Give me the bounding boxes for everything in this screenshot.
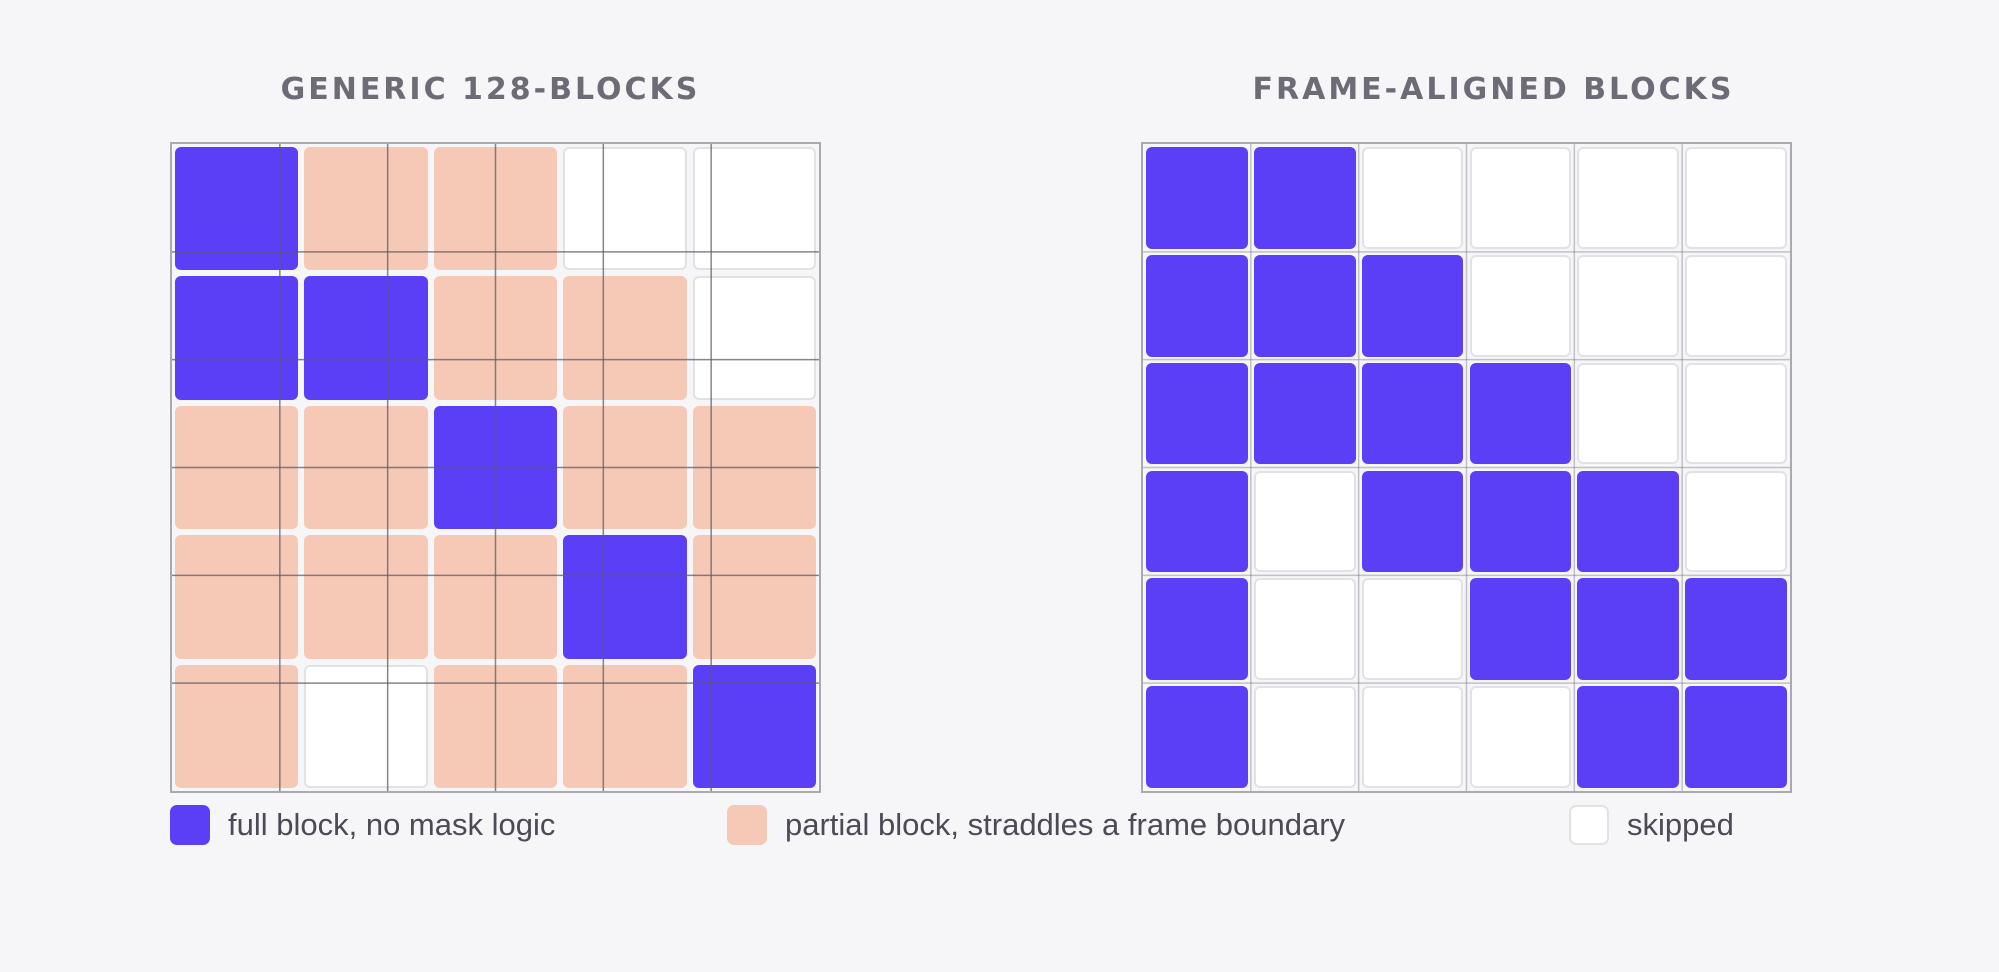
block-full [1146, 254, 1248, 357]
block-partial [563, 405, 687, 530]
block-full [1685, 578, 1787, 681]
block-grid-frame-aligned [1141, 142, 1792, 793]
block-partial [304, 405, 428, 530]
block-skipped [563, 147, 687, 271]
block-partial [433, 276, 558, 400]
legend-item-partial: partial block, straddles a frame boundar… [727, 803, 1345, 847]
block-partial [175, 535, 299, 659]
block-skipped [1685, 254, 1787, 357]
cells-generic [172, 144, 819, 791]
block-skipped [1469, 147, 1572, 249]
block-full [1253, 362, 1356, 465]
block-partial [692, 405, 816, 530]
block-full [175, 147, 299, 271]
block-partial [563, 276, 687, 400]
legend-swatch-skipped [1569, 805, 1609, 845]
block-skipped [692, 147, 816, 271]
block-full [1361, 470, 1464, 573]
legend-swatch-full [170, 805, 210, 845]
legend-label-full: full block, no mask logic [228, 807, 556, 842]
block-full [1685, 686, 1787, 788]
block-full [304, 276, 428, 400]
block-skipped [1361, 578, 1464, 681]
block-partial [433, 535, 558, 659]
block-full [175, 276, 299, 400]
block-full [1146, 686, 1248, 788]
block-partial [692, 535, 816, 659]
block-full [1469, 578, 1572, 681]
block-skipped [1685, 362, 1787, 465]
block-partial [175, 664, 299, 788]
block-partial [433, 147, 558, 271]
block-skipped [1253, 470, 1356, 573]
block-full [1577, 686, 1680, 788]
legend-item-skipped: skipped [1569, 803, 1734, 847]
block-partial [304, 535, 428, 659]
block-partial [175, 405, 299, 530]
block-skipped [1577, 147, 1680, 249]
block-skipped [1361, 147, 1464, 249]
block-skipped [1685, 147, 1787, 249]
block-full [1146, 470, 1248, 573]
block-full [1146, 362, 1248, 465]
block-skipped [1577, 362, 1680, 465]
block-skipped [1253, 578, 1356, 681]
legend-item-full: full block, no mask logic [170, 803, 555, 847]
block-full [692, 664, 816, 788]
block-skipped [1469, 254, 1572, 357]
block-full [1253, 254, 1356, 357]
panel-title-frame-aligned: FRAME-ALIGNED BLOCKS [1252, 72, 1735, 107]
block-full [1361, 362, 1464, 465]
block-full [1577, 470, 1680, 573]
block-full [1146, 578, 1248, 681]
block-full [433, 405, 558, 530]
block-partial [304, 147, 428, 271]
block-skipped [304, 664, 428, 788]
block-skipped [1577, 254, 1680, 357]
block-full [1253, 147, 1356, 249]
legend-label-partial: partial block, straddles a frame boundar… [785, 807, 1346, 842]
block-full [1361, 254, 1464, 357]
panel-title-generic: GENERIC 128-BLOCKS [280, 72, 701, 107]
block-skipped [1253, 686, 1356, 788]
block-skipped [1685, 470, 1787, 573]
block-full [1469, 362, 1572, 465]
block-full [1577, 578, 1680, 681]
block-partial [433, 664, 558, 788]
block-full [563, 535, 687, 659]
legend-label-skipped: skipped [1627, 807, 1734, 842]
block-partial [563, 664, 687, 788]
cells-frame-aligned [1143, 144, 1790, 791]
block-skipped [1469, 686, 1572, 788]
block-skipped [692, 276, 816, 400]
block-full [1146, 147, 1248, 249]
block-skipped [1361, 686, 1464, 788]
block-full [1469, 470, 1572, 573]
legend-swatch-partial [727, 805, 767, 845]
block-grid-generic [170, 142, 821, 793]
